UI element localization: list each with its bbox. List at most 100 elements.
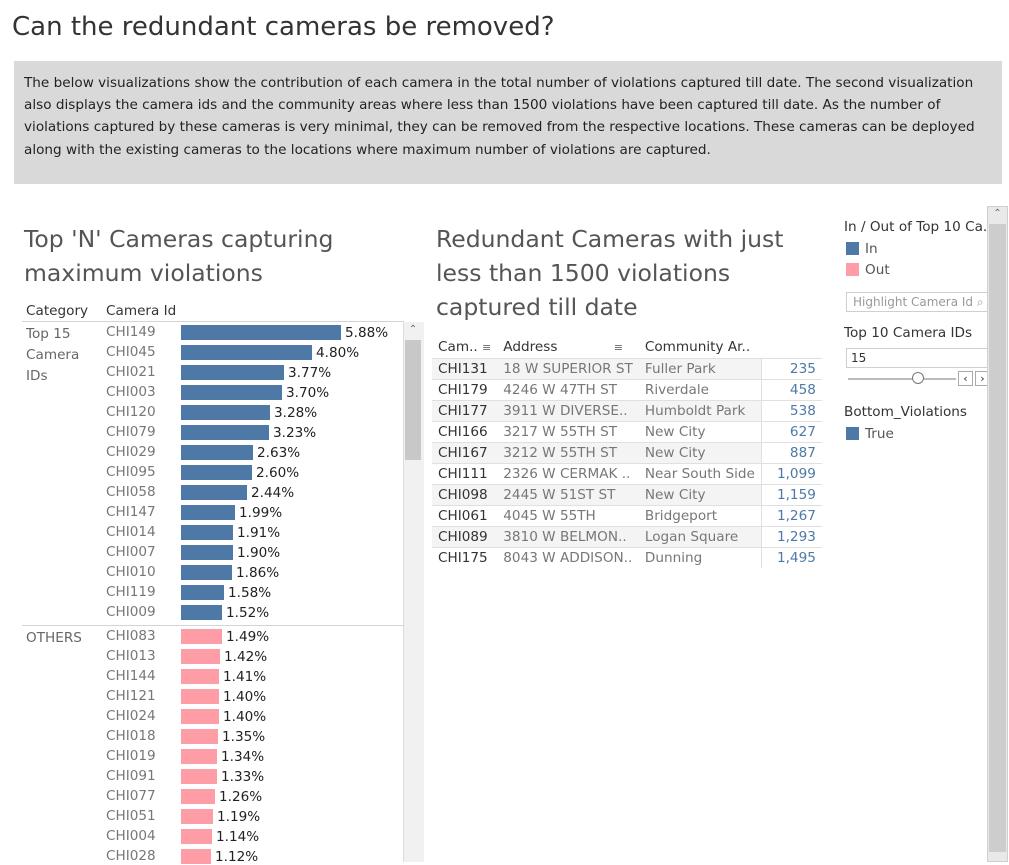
bar[interactable] <box>181 729 218 744</box>
bar[interactable] <box>181 405 270 420</box>
camera-id-label[interactable]: CHI013 <box>106 648 156 664</box>
violations-cell: 887 <box>760 442 822 464</box>
bar[interactable] <box>181 565 232 580</box>
bar[interactable] <box>181 585 224 600</box>
mid-sheet-title: Redundant Cameras with just less than 15… <box>436 225 784 321</box>
table-row[interactable]: CHI089 3810 W BELMON.. Logan Square 1,293 <box>432 526 822 548</box>
camera-id-label[interactable]: CHI014 <box>106 524 156 540</box>
camera-id-label[interactable]: CHI147 <box>106 504 156 520</box>
bar[interactable] <box>181 829 212 844</box>
camera-id-label[interactable]: CHI149 <box>106 324 156 340</box>
bar[interactable] <box>181 385 282 400</box>
bar[interactable] <box>181 749 217 764</box>
camera-id-label[interactable]: CHI029 <box>106 444 156 460</box>
camera-id-label[interactable]: CHI120 <box>106 404 156 420</box>
camera-id-label[interactable]: CHI077 <box>106 788 156 804</box>
table-row[interactable]: CHI167 3212 W 55TH ST New City 887 <box>432 442 822 464</box>
camera-id-label[interactable]: CHI018 <box>106 728 156 744</box>
table-row[interactable]: CHI179 4246 W 47TH ST Riverdale 458 <box>432 379 822 401</box>
bar[interactable] <box>181 525 233 540</box>
table-row[interactable]: CHI166 3217 W 55TH ST New City 627 <box>432 421 822 443</box>
top-n-param-input[interactable]: 15 <box>846 348 989 368</box>
bar[interactable] <box>181 809 213 824</box>
camera-id-label[interactable]: CHI079 <box>106 424 156 440</box>
camera-id-label[interactable]: CHI024 <box>106 708 156 724</box>
violations-cell: 458 <box>760 379 822 401</box>
bar-value-label: 1.12% <box>215 849 259 865</box>
camera-id-label[interactable]: CHI009 <box>106 604 156 620</box>
address-cell: 3911 W DIVERSE.. <box>497 400 639 422</box>
bar-value-label: 1.42% <box>224 649 268 665</box>
camera-column-header[interactable]: Cam.. ≡ <box>438 339 492 355</box>
camera-id-label[interactable]: CHI095 <box>106 464 156 480</box>
camera-id-header[interactable]: Camera Id <box>106 303 177 319</box>
legend-item-in[interactable]: In <box>846 241 878 257</box>
camera-id-label[interactable]: CHI007 <box>106 544 156 560</box>
camera-id-label[interactable]: CHI144 <box>106 668 156 684</box>
sort-icon[interactable]: ≡ <box>613 341 623 354</box>
highlight-camera-input[interactable]: Highlight Camera Id ⌕ <box>846 292 989 312</box>
camera-id-label[interactable]: CHI003 <box>106 384 156 400</box>
decrement-icon[interactable]: ‹ <box>958 371 973 386</box>
table-row[interactable]: CHI098 2445 W 51ST ST New City 1,159 <box>432 484 822 506</box>
bar-value-label: 2.44% <box>251 485 295 501</box>
camera-id-label[interactable]: CHI028 <box>106 848 156 864</box>
camera-id-label[interactable]: CHI045 <box>106 344 156 360</box>
bar[interactable] <box>181 689 219 704</box>
bar-value-label: 1.99% <box>239 505 283 521</box>
legend-item-out[interactable]: Out <box>846 262 890 278</box>
camera-id-label[interactable]: CHI021 <box>106 364 156 380</box>
table-row[interactable]: CHI131 18 W SUPERIOR ST Fuller Park 235 <box>432 358 822 380</box>
dashboard-scroll-thumb[interactable] <box>989 224 1006 852</box>
camera-id-label[interactable]: CHI004 <box>106 828 156 844</box>
table-row[interactable]: CHI061 4045 W 55TH Bridgeport 1,267 <box>432 505 822 527</box>
camera-id-label[interactable]: CHI119 <box>106 584 156 600</box>
camera-id-cell: CHI089 <box>432 526 498 548</box>
camera-id-label[interactable]: CHI058 <box>106 484 156 500</box>
table-row[interactable]: CHI175 8043 W ADDISON.. Dunning 1,495 <box>432 547 822 568</box>
bar[interactable] <box>181 345 312 360</box>
bar-value-label: 1.19% <box>217 809 261 825</box>
bar[interactable] <box>181 425 269 440</box>
bar[interactable] <box>181 465 252 480</box>
left-scroll-up-icon[interactable]: ⌃ <box>408 324 418 335</box>
bar[interactable] <box>181 789 215 804</box>
table-row[interactable]: CHI177 3911 W DIVERSE.. Humboldt Park 538 <box>432 400 822 422</box>
bar[interactable] <box>181 669 219 684</box>
bar[interactable] <box>181 649 220 664</box>
left-chart-scroll-thumb[interactable] <box>405 340 421 460</box>
category-header[interactable]: Category <box>26 303 89 319</box>
camera-id-label[interactable]: CHI091 <box>106 768 156 784</box>
top-n-slider-thumb[interactable] <box>912 372 924 384</box>
camera-id-label[interactable]: CHI010 <box>106 564 156 580</box>
bar[interactable] <box>181 545 233 560</box>
camera-id-label[interactable]: CHI019 <box>106 748 156 764</box>
sort-icon[interactable]: ≡ <box>482 341 492 354</box>
bar[interactable] <box>181 485 247 500</box>
bar[interactable] <box>181 325 341 340</box>
bar[interactable] <box>181 505 235 520</box>
bar-value-label: 3.77% <box>288 365 332 381</box>
dashboard-scroll-up-icon[interactable]: ⌃ <box>993 208 1002 219</box>
page-title: Can the redundant cameras be removed? <box>12 12 555 42</box>
bar[interactable] <box>181 629 222 644</box>
camera-id-label[interactable]: CHI121 <box>106 688 156 704</box>
table-row[interactable]: CHI111 2326 W CERMAK .. Near South Side 1,0… <box>432 463 822 485</box>
address-cell: 3810 W BELMON.. <box>497 526 639 548</box>
bar[interactable] <box>181 769 217 784</box>
community-column-header[interactable]: Community Ar.. <box>644 339 751 355</box>
camera-id-label[interactable]: CHI083 <box>106 628 156 644</box>
category-label: Top 15 Camera IDs <box>26 326 80 384</box>
bar[interactable] <box>181 445 253 460</box>
top-n-slider-track[interactable] <box>848 378 956 380</box>
bar[interactable] <box>181 849 211 864</box>
violations-cell: 235 <box>760 358 822 380</box>
bar[interactable] <box>181 709 219 724</box>
bar[interactable] <box>181 605 222 620</box>
address-column-header[interactable]: Address ≡ <box>503 339 623 355</box>
legend-item-true[interactable]: True <box>846 426 894 442</box>
camera-id-label[interactable]: CHI051 <box>106 808 156 824</box>
violations-cell: 627 <box>760 421 822 443</box>
bar[interactable] <box>181 365 284 380</box>
camera-id-cell: CHI166 <box>432 421 498 443</box>
